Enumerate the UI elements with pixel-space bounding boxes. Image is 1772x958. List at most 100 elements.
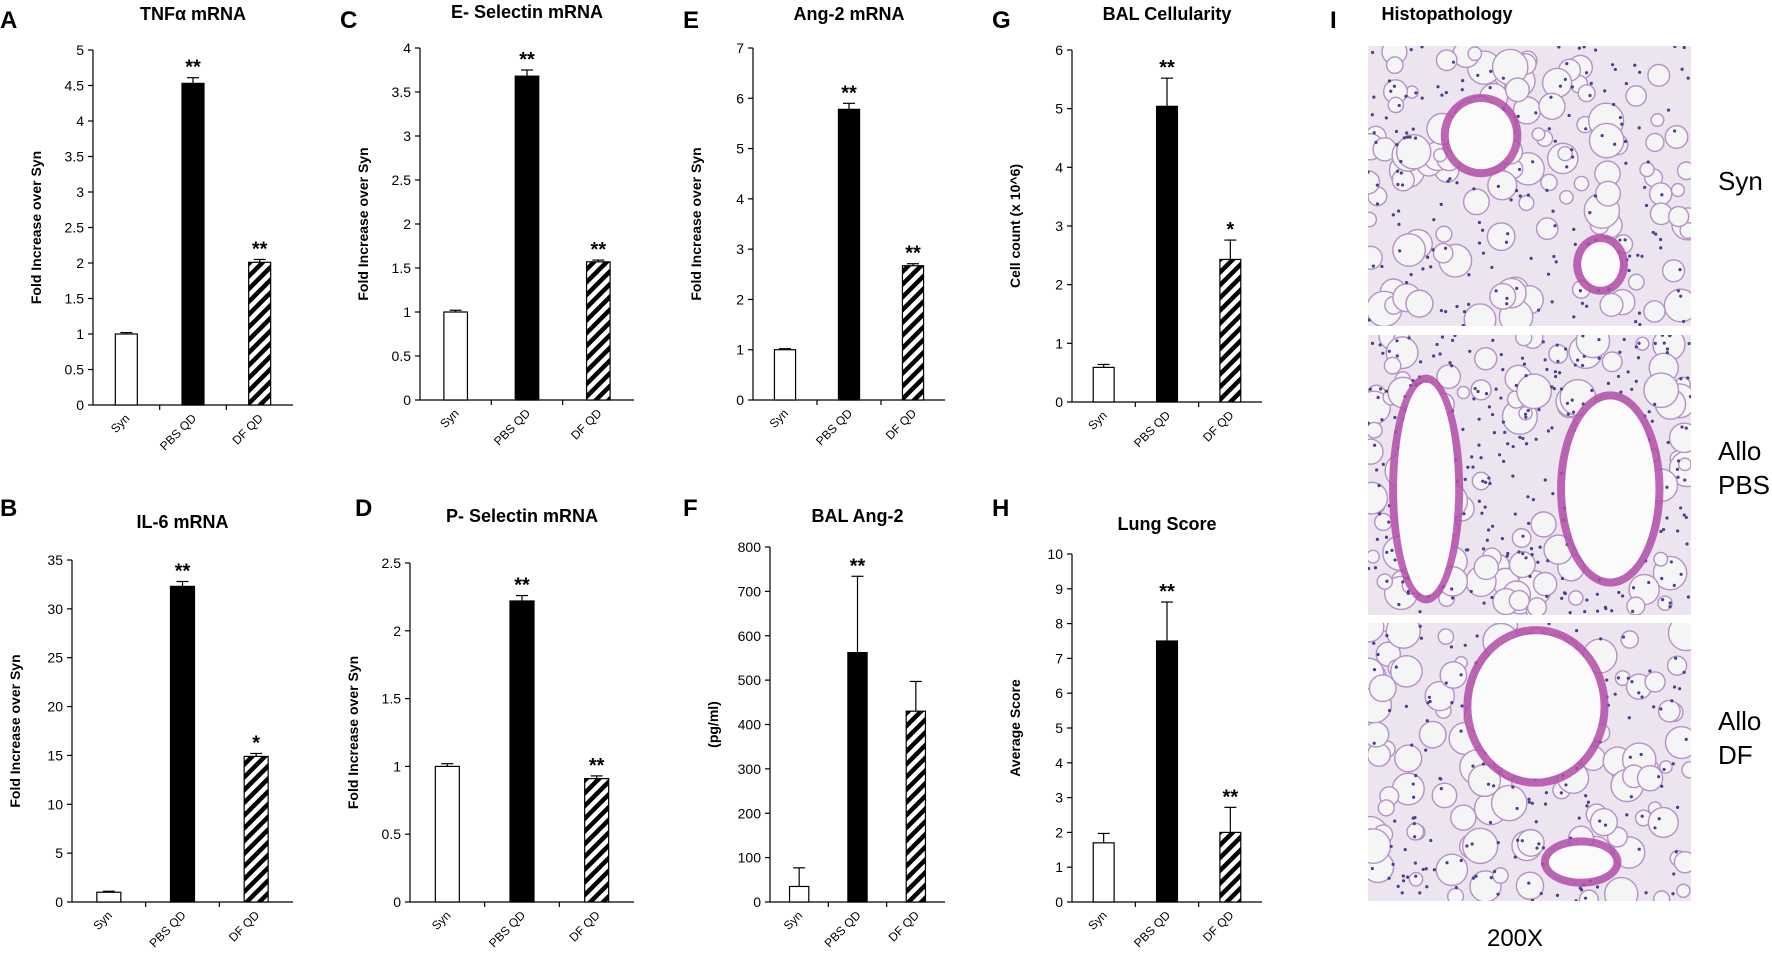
x-tick-label: DF QD: [566, 908, 603, 945]
nucleus: [1652, 705, 1656, 709]
nucleus: [1387, 876, 1391, 880]
nucleus: [1501, 368, 1505, 372]
nucleus: [1537, 842, 1541, 846]
y-tick-label: 5: [55, 845, 63, 861]
histology-label: DF: [1718, 740, 1753, 770]
nucleus: [1461, 427, 1465, 431]
alveolus: [1667, 205, 1690, 228]
nucleus: [1568, 611, 1572, 615]
nucleus: [1506, 551, 1510, 556]
y-tick-label: 1: [393, 758, 401, 774]
nucleus: [1618, 350, 1622, 354]
nucleus: [1515, 189, 1519, 193]
nucleus: [1520, 839, 1524, 843]
significance-label: *: [252, 732, 260, 754]
alveolus: [1538, 92, 1566, 121]
alveolus: [1368, 674, 1397, 703]
alveolus: [1437, 628, 1455, 645]
nucleus: [1526, 408, 1530, 413]
nucleus: [1376, 652, 1380, 657]
alveolus: [1670, 182, 1686, 198]
nucleus: [1505, 302, 1509, 306]
y-tick-label: 25: [47, 650, 63, 666]
significance-label: *: [1226, 219, 1234, 241]
nucleus: [1511, 785, 1515, 789]
nucleus: [1629, 795, 1633, 799]
nucleus: [1541, 846, 1546, 850]
nucleus: [1496, 892, 1500, 896]
alveolus: [1435, 853, 1469, 887]
nucleus: [1582, 46, 1586, 49]
nucleus: [1619, 390, 1623, 394]
alveolus: [1663, 288, 1691, 323]
nucleus: [1593, 194, 1598, 198]
nucleus: [1460, 88, 1464, 92]
nucleus: [1414, 874, 1418, 878]
significance-label: **: [1223, 786, 1239, 808]
nucleus: [1514, 383, 1518, 388]
nucleus: [1420, 96, 1424, 100]
nucleus: [1669, 560, 1673, 564]
alveolus: [1368, 481, 1389, 515]
nucleus: [1395, 169, 1400, 173]
nucleus: [1387, 79, 1392, 83]
nucleus: [1636, 253, 1640, 257]
nucleus: [1484, 480, 1488, 484]
nucleus: [1412, 821, 1416, 826]
nucleus: [1610, 63, 1615, 67]
y-tick-label: 4: [1055, 159, 1063, 175]
y-axis-label: Fold Increase over Syn: [7, 654, 23, 807]
nucleus: [1627, 268, 1631, 273]
significance-label: **: [514, 575, 530, 597]
panel-letter: G: [992, 7, 1011, 34]
alveolus: [1666, 655, 1688, 676]
nucleus: [1676, 529, 1680, 533]
nucleus: [1414, 91, 1418, 95]
nucleus: [1401, 874, 1405, 878]
nucleus: [1420, 46, 1424, 49]
nucleus: [1483, 505, 1487, 509]
nucleus: [1448, 361, 1452, 365]
alveolus: [1368, 245, 1383, 270]
bar-pbs-qd: [169, 585, 196, 903]
y-tick-label: 1.5: [65, 291, 85, 307]
y-tick-label: 6: [1055, 685, 1063, 701]
nucleus: [1572, 315, 1576, 319]
y-axis-label: Average Score: [1007, 679, 1023, 777]
panel-letter: C: [340, 7, 357, 34]
alveolus: [1531, 127, 1546, 142]
nucleus: [1686, 76, 1690, 80]
nucleus: [1462, 512, 1466, 516]
nucleus: [1494, 387, 1498, 391]
nucleus: [1395, 143, 1399, 147]
nucleus: [1506, 442, 1510, 446]
nucleus: [1370, 50, 1375, 55]
histology-layer: I Histopathology Syn Allo PBS Allo DF 200X: [1330, 4, 1770, 952]
nucleus: [1408, 135, 1412, 139]
nucleus: [1566, 412, 1570, 416]
nucleus: [1613, 67, 1617, 72]
alveolus: [1636, 764, 1664, 792]
nucleus: [1477, 443, 1481, 447]
nucleus: [1577, 816, 1581, 820]
nucleus: [1397, 209, 1401, 213]
nucleus: [1421, 267, 1425, 271]
alveolus: [1603, 876, 1639, 901]
y-tick-label: 1: [1055, 335, 1063, 351]
nucleus: [1628, 254, 1632, 258]
nucleus: [1448, 177, 1452, 181]
nucleus: [1583, 609, 1587, 614]
nucleus: [1597, 356, 1601, 360]
chart-title: P- Selectin mRNA: [446, 506, 598, 526]
nucleus: [1505, 554, 1509, 558]
nucleus: [1537, 407, 1541, 412]
nucleus: [1666, 440, 1670, 445]
nucleus: [1397, 222, 1401, 226]
nucleus: [1526, 495, 1530, 499]
nucleus: [1405, 135, 1410, 139]
nucleus: [1481, 762, 1485, 766]
nucleus: [1671, 892, 1675, 896]
nucleus: [1577, 46, 1581, 50]
nucleus: [1377, 483, 1381, 488]
charts-layer: A TNFα mRNA 0 0.5 1 1.5 2 2.5 3 3.5 4 4.5 5 Fold Incr…: [0, 2, 1262, 950]
